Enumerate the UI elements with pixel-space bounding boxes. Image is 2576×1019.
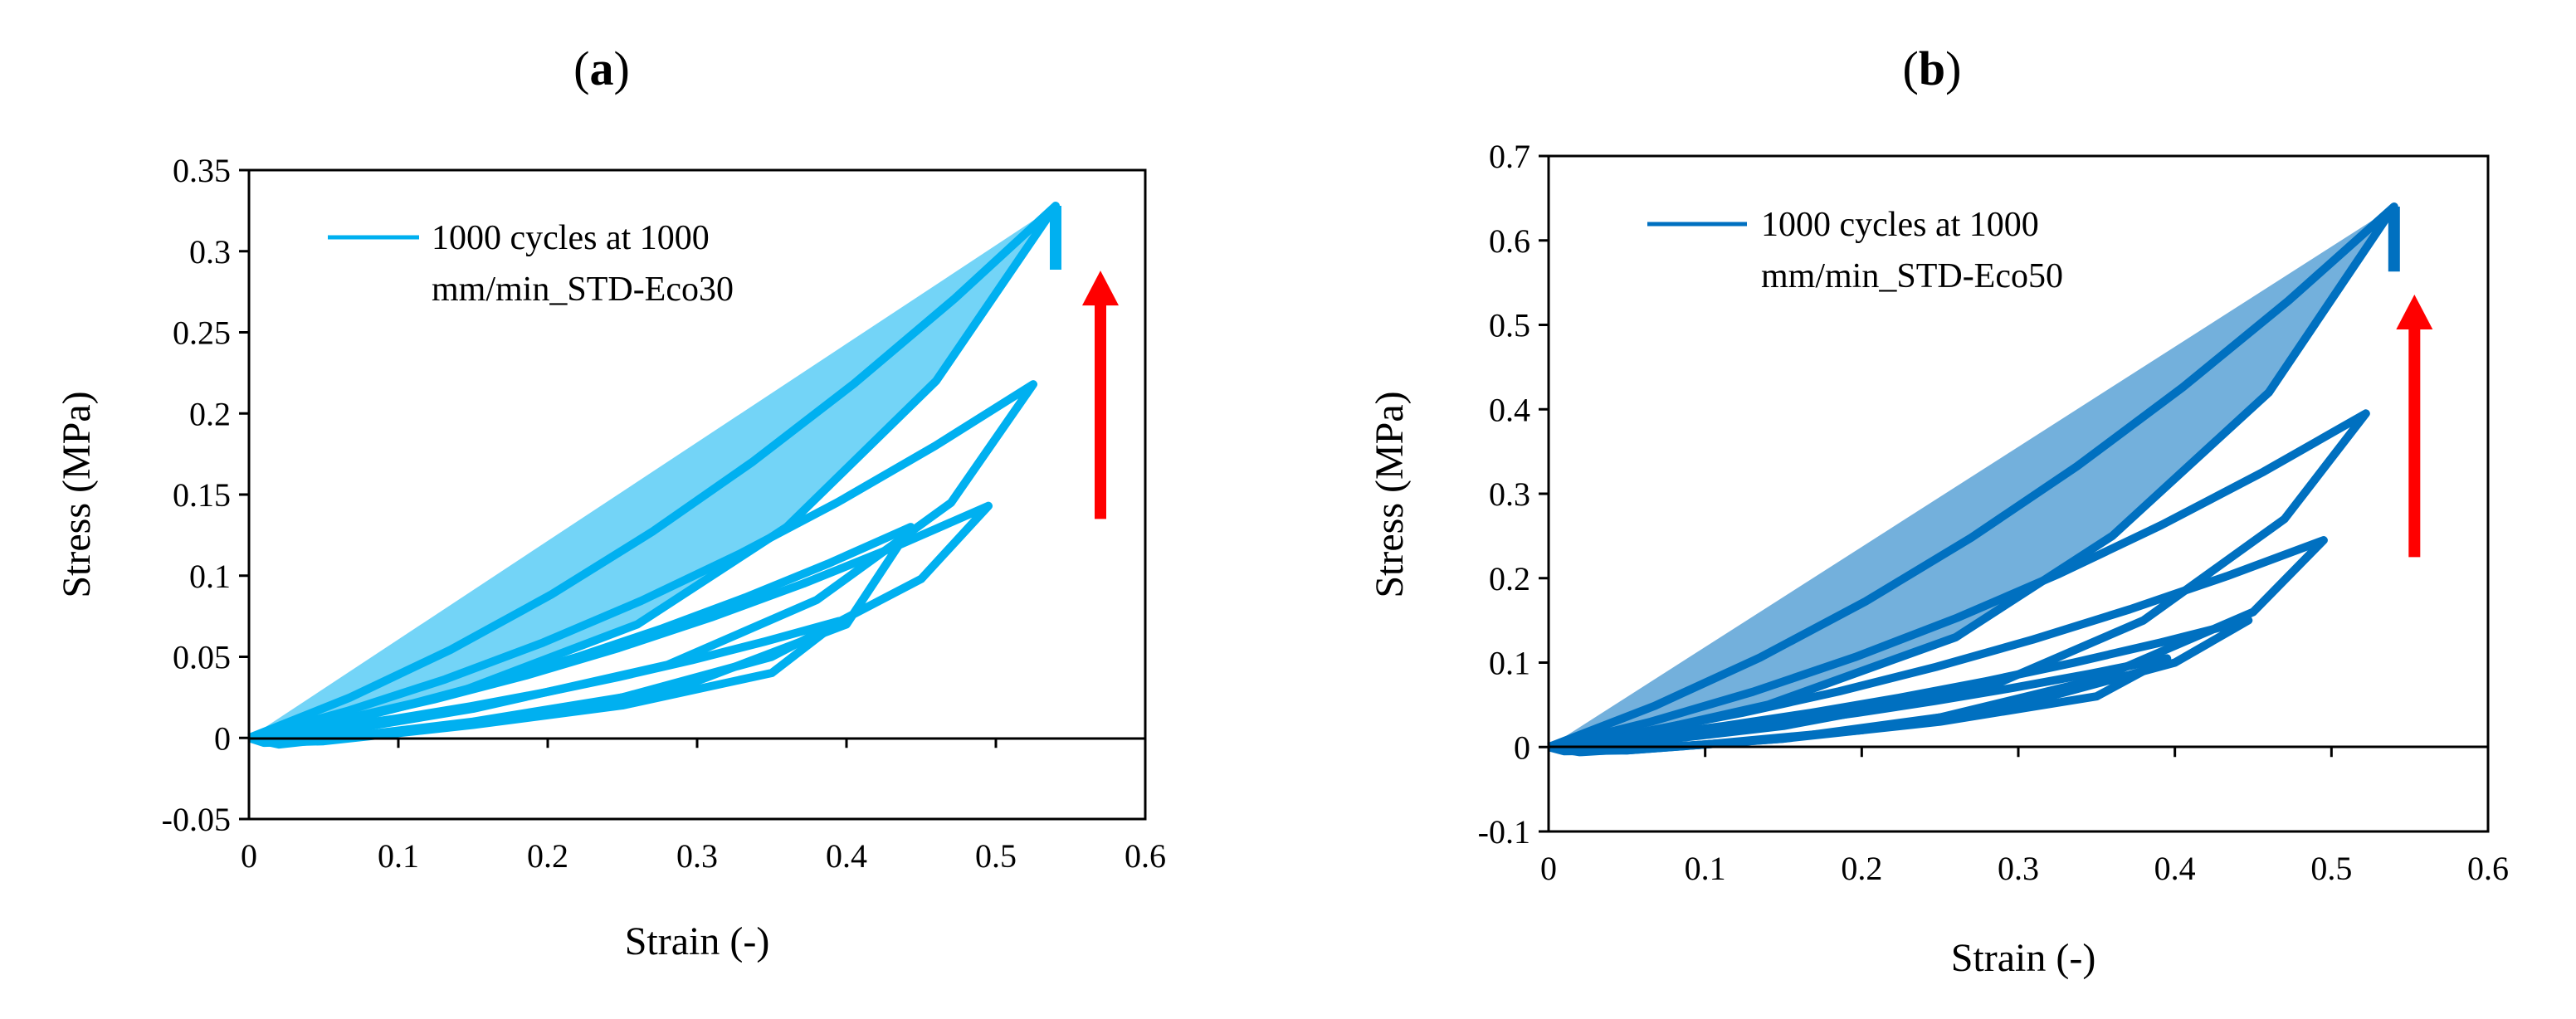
y-tick-label: -0.05 [162, 801, 231, 838]
x-tick-label: 0.4 [2154, 850, 2196, 887]
arrow-head [2396, 294, 2433, 329]
legend-label-a-line1: 1000 cycles at 1000 [432, 219, 710, 257]
x-tick-label: 0 [1540, 850, 1557, 887]
x-tick-label: 0.3 [676, 837, 718, 875]
arrow-head [1082, 271, 1119, 306]
cycle-loop-4 [247, 380, 1037, 746]
y-tick-label: 0.2 [1489, 560, 1530, 597]
trend-arrow-b [2396, 294, 2433, 558]
panel-label-b: (b) [1903, 41, 1962, 95]
legend-label-b-line2: mm/min_STD-Eco50 [1761, 257, 2063, 295]
x-tick-label: 0.5 [975, 837, 1017, 875]
y-tick-label: 0.3 [189, 233, 231, 271]
cycle-envelope [1549, 207, 2394, 748]
legend-label-a-line2: mm/min_STD-Eco30 [432, 271, 734, 309]
chart-panel-a: (a) -0.05 0 0.05 0.1 0.15 0.2 0.25 0.3 0.35 0 0.1… [55, 41, 1166, 963]
y-tick-label: 0 [214, 719, 231, 757]
y-tick-label: 0.5 [1489, 307, 1530, 344]
x-tick-labels-a: 0 0.1 0.2 0.3 0.4 0.5 0.6 [241, 738, 1166, 875]
x-axis-title-b: Strain (-) [1951, 936, 2096, 980]
x-tick-label: 0.5 [2310, 850, 2352, 887]
legend-a: 1000 cycles at 1000 mm/min_STD-Eco30 [328, 219, 734, 309]
y-tick-label: 0.7 [1489, 138, 1530, 175]
y-tick-label: -0.1 [1478, 813, 1530, 851]
legend-label-b-line1: 1000 cycles at 1000 [1761, 206, 2039, 244]
x-tick-label: 0.2 [1841, 850, 1882, 887]
y-tick-label: 0.3 [1489, 475, 1530, 513]
y-tick-label: 0.35 [173, 152, 231, 189]
x-tick-label: 0.6 [2467, 850, 2509, 887]
y-tick-label: 0.2 [189, 395, 231, 432]
cycle-loop-5 [247, 202, 1060, 743]
x-tick-labels-b: 0 0.1 0.2 0.3 0.4 0.5 0.6 [1540, 747, 2509, 887]
series-group-b [1547, 202, 2400, 757]
x-tick-label: 0.3 [1998, 850, 2039, 887]
y-tick-label: 0.25 [173, 314, 231, 352]
x-tick-label: 0.1 [378, 837, 419, 875]
y-axis-title-a: Stress (MPa) [55, 391, 99, 597]
panel-label-a: (a) [573, 41, 630, 95]
y-tick-label: 0.6 [1489, 222, 1530, 260]
cycle-loop-4 [1547, 409, 2370, 754]
x-tick-label: 0.6 [1125, 837, 1166, 875]
chart-panel-b: (b) -0.1 0 0.1 0.2 0.3 0.4 0.5 0.6 0.7 0 0.1 0.2 0.… [1368, 41, 2509, 980]
x-tick-label: 0.2 [527, 837, 568, 875]
cycle-loop-5 [1547, 202, 2398, 752]
series-group-a [247, 202, 1061, 749]
y-tick-label: 0 [1514, 729, 1530, 766]
x-tick-label: 0.4 [826, 837, 867, 875]
cycle-envelope [249, 206, 1056, 739]
trend-arrow-a [1082, 271, 1119, 519]
y-tick-label: 0.05 [173, 639, 231, 676]
y-tick-label: 0.4 [1489, 391, 1530, 428]
y-tick-labels-a: -0.05 0 0.05 0.1 0.15 0.2 0.25 0.3 0.35 [162, 152, 249, 838]
x-tick-label: 0 [241, 837, 257, 875]
legend-b: 1000 cycles at 1000 mm/min_STD-Eco50 [1647, 206, 2063, 295]
x-axis-title-a: Strain (-) [625, 919, 770, 963]
y-tick-label: 0.15 [173, 476, 231, 514]
y-tick-label: 0.1 [189, 558, 231, 595]
x-tick-label: 0.1 [1685, 850, 1726, 887]
y-tick-labels-b: -0.1 0 0.1 0.2 0.3 0.4 0.5 0.6 0.7 [1478, 138, 1549, 851]
y-axis-title-b: Stress (MPa) [1368, 391, 1412, 597]
y-tick-label: 0.1 [1489, 645, 1530, 682]
